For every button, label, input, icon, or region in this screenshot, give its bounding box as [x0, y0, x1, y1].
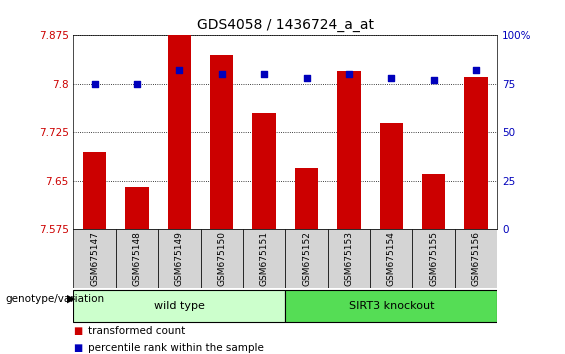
Text: GSM675150: GSM675150 — [218, 231, 226, 286]
Text: SIRT3 knockout: SIRT3 knockout — [349, 301, 434, 311]
Text: GSM675153: GSM675153 — [345, 231, 353, 286]
Text: GSM675148: GSM675148 — [133, 231, 141, 286]
Text: GSM675156: GSM675156 — [472, 231, 480, 286]
Bar — [464, 78, 488, 229]
Text: genotype/variation: genotype/variation — [6, 294, 105, 304]
Point — [217, 72, 226, 77]
Bar — [337, 71, 360, 229]
Point — [429, 77, 438, 83]
Text: wild type: wild type — [154, 301, 205, 311]
Bar — [253, 113, 276, 229]
Bar — [116, 229, 158, 288]
Bar — [201, 229, 243, 288]
Bar — [83, 152, 106, 229]
Text: ■: ■ — [73, 343, 82, 353]
Point — [302, 75, 311, 81]
Point — [259, 72, 269, 77]
Bar — [295, 168, 318, 229]
Bar — [158, 229, 201, 288]
Text: GSM675154: GSM675154 — [387, 231, 396, 286]
Point — [90, 81, 99, 87]
Text: percentile rank within the sample: percentile rank within the sample — [88, 343, 263, 353]
Text: GSM675151: GSM675151 — [260, 231, 268, 286]
Point — [386, 75, 396, 81]
Bar — [328, 229, 370, 288]
Text: GSM675147: GSM675147 — [90, 231, 99, 286]
Bar — [243, 229, 285, 288]
Bar — [370, 229, 412, 288]
Point — [132, 81, 141, 87]
Point — [175, 68, 184, 73]
Bar — [73, 229, 116, 288]
Bar — [285, 290, 497, 322]
Text: ▶: ▶ — [67, 294, 75, 304]
Text: transformed count: transformed count — [88, 326, 185, 336]
Text: GSM675155: GSM675155 — [429, 231, 438, 286]
Bar — [125, 187, 149, 229]
Bar — [168, 35, 191, 229]
Title: GDS4058 / 1436724_a_at: GDS4058 / 1436724_a_at — [197, 18, 374, 32]
Text: GSM675149: GSM675149 — [175, 231, 184, 286]
Bar — [73, 290, 285, 322]
Bar — [210, 55, 233, 229]
Bar — [380, 122, 403, 229]
Text: GSM675152: GSM675152 — [302, 231, 311, 286]
Bar — [412, 229, 455, 288]
Bar — [422, 174, 445, 229]
Text: ■: ■ — [73, 326, 82, 336]
Bar — [455, 229, 497, 288]
Point — [471, 68, 480, 73]
Bar — [285, 229, 328, 288]
Point — [344, 72, 354, 77]
